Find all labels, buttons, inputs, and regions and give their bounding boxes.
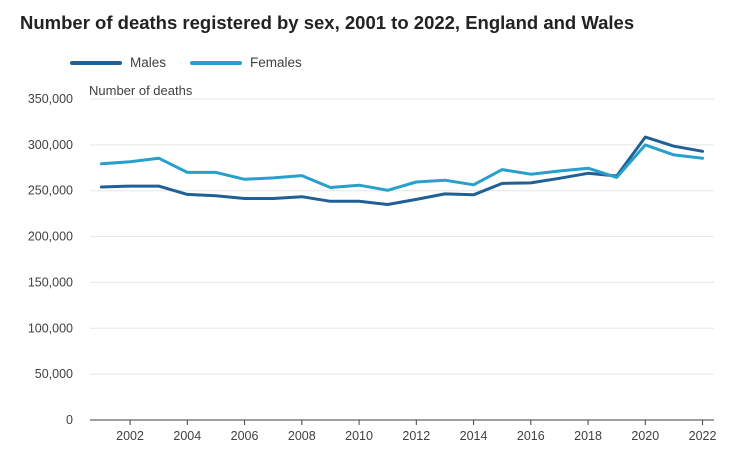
x-tick-label: 2010 bbox=[345, 429, 373, 443]
legend-item-females: Females bbox=[190, 55, 302, 70]
y-axis-label: Number of deaths bbox=[89, 83, 193, 98]
x-tick-label: 2006 bbox=[231, 429, 259, 443]
series-line-females bbox=[99, 143, 705, 192]
x-tick-label: 2022 bbox=[689, 429, 717, 443]
x-tick-label: 2012 bbox=[402, 429, 430, 443]
y-tick-label: 150,000 bbox=[28, 275, 73, 289]
legend-swatch-females bbox=[190, 60, 243, 65]
x-tick-label: 2016 bbox=[517, 429, 545, 443]
y-tick-label: 250,000 bbox=[28, 184, 73, 198]
legend-item-males: Males bbox=[70, 55, 166, 70]
x-tick-label: 2018 bbox=[574, 429, 602, 443]
series-line-males bbox=[99, 135, 705, 206]
legend-swatch-males bbox=[70, 60, 122, 65]
y-tick-label: 200,000 bbox=[28, 230, 73, 244]
x-tick-label: 2020 bbox=[631, 429, 659, 443]
chart-title: Number of deaths registered by sex, 2001… bbox=[20, 12, 635, 33]
legend-label-males: Males bbox=[130, 55, 167, 70]
y-tick-label: 50,000 bbox=[35, 367, 73, 381]
x-tick-label: 2004 bbox=[173, 429, 201, 443]
legend-label-females: Females bbox=[250, 55, 302, 70]
gridlines bbox=[90, 98, 714, 375]
series-lines bbox=[99, 135, 705, 206]
x-tick-label: 2002 bbox=[116, 429, 144, 443]
x-tick-label: 2008 bbox=[288, 429, 316, 443]
y-tick-labels: 0 50,000 100,000 150,000 200,000 250,000 300,0… bbox=[28, 92, 73, 427]
y-tick-label: 350,000 bbox=[28, 92, 73, 106]
x-ticks: 2002 2004 2006 2008 2010 2012 2014 2016 2018 2020… bbox=[116, 420, 716, 443]
y-tick-label: 100,000 bbox=[28, 321, 73, 335]
y-tick-label: 300,000 bbox=[28, 138, 73, 152]
chart-legend: Males Females bbox=[70, 55, 302, 70]
x-tick-label: 2014 bbox=[460, 429, 488, 443]
y-tick-label: 0 bbox=[66, 413, 73, 427]
